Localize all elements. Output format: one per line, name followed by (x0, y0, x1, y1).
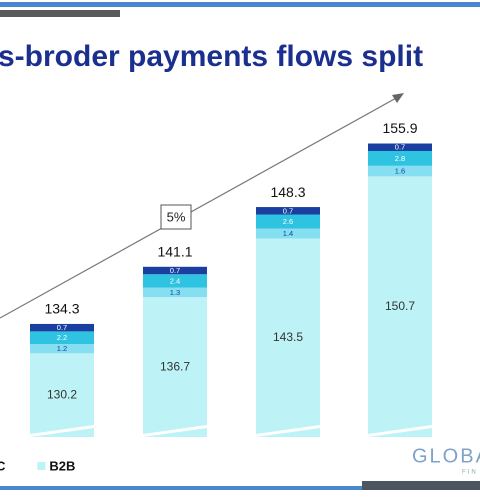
chart-title: s-broder payments flows split (0, 40, 423, 73)
total-label: 155.9 (382, 120, 417, 136)
bar-segment (256, 214, 320, 229)
top-border (0, 2, 480, 7)
bar-segment (143, 297, 207, 437)
bar-segment (30, 353, 94, 437)
segment-label: 1.4 (283, 229, 293, 238)
bottom-accent (362, 481, 480, 490)
segment-label: 136.7 (160, 359, 190, 373)
top-accent (0, 10, 120, 17)
bar-segment (256, 207, 320, 215)
segment-label: 0.7 (283, 206, 293, 215)
logo-sub: FIN (462, 470, 478, 476)
bar-segment (368, 165, 432, 177)
segment-label: 0.7 (395, 143, 405, 152)
axis-break (256, 425, 320, 437)
bar-segment (256, 238, 320, 437)
total-label: 148.3 (270, 184, 305, 200)
bar-segment (30, 344, 94, 354)
legend-label: C (0, 458, 6, 473)
bar-segment (368, 150, 432, 166)
segment-label: 2.4 (170, 276, 180, 285)
segment-label: 0.7 (57, 323, 67, 332)
segment-label: 1.6 (395, 167, 405, 176)
segment-label: 2.6 (283, 217, 293, 226)
bar-segment (368, 176, 432, 437)
annotation: 5% (167, 209, 186, 224)
bar-segment (143, 287, 207, 298)
segment-label: 2.8 (395, 154, 405, 163)
logo: GLOBA (412, 445, 480, 467)
bottom-border (0, 486, 480, 490)
trend-arrow (0, 96, 399, 319)
axis-break (368, 425, 432, 437)
segment-label: 0.7 (170, 266, 180, 275)
bar-segment (143, 266, 207, 275)
axis-break (143, 425, 207, 437)
total-label: 141.1 (157, 243, 192, 259)
bar-segment (256, 228, 320, 239)
segment-label: 150.7 (385, 299, 415, 313)
axis-break (30, 425, 94, 437)
bar-segment (368, 143, 432, 151)
bar-segment (30, 323, 94, 332)
bar-segment (30, 331, 94, 345)
segment-label: 1.2 (57, 344, 67, 353)
segment-label: 130.2 (47, 387, 77, 401)
annotation-box (160, 204, 192, 230)
bar-segment (143, 274, 207, 288)
legend-swatch (37, 462, 46, 470)
segment-label: 2.2 (57, 333, 67, 342)
total-label: 134.3 (44, 301, 79, 317)
arrow-head (392, 93, 404, 103)
segment-label: 143.5 (273, 330, 303, 344)
legend-label: B2B (49, 458, 75, 473)
segment-label: 1.3 (170, 288, 180, 297)
